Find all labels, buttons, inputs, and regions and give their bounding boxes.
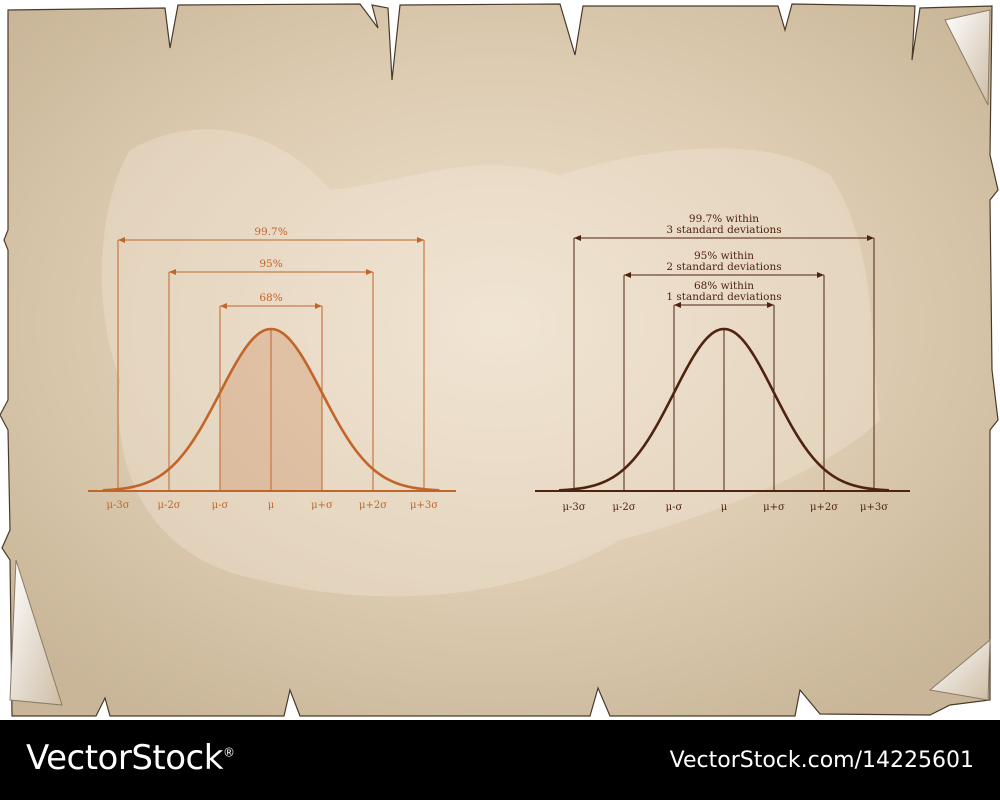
normal-distribution-chart-left: 68% 95% 99.7% μ-3σ μ-2σ μ-σ μ μ+σ μ+2σ μ+3σ <box>88 226 456 511</box>
range-label-line-1: 99.7% <box>254 226 287 238</box>
range-label-line-2: 3 standard deviations <box>666 224 781 236</box>
range-label-line-2: 1 standard deviations <box>666 291 781 303</box>
normal-curve <box>102 327 440 492</box>
range-label-line-1: 95% within <box>694 250 754 262</box>
range-label-1sd: 68% within 1 standard deviations <box>666 280 781 303</box>
x-tick-label: μ+σ <box>311 500 333 511</box>
x-tick-label: μ-2σ <box>157 500 180 511</box>
range-label-3sd: 99.7% <box>254 226 287 238</box>
range-arrowhead-right-2sd <box>366 269 373 275</box>
footer-bar: VectorStock® VectorStock.com/14225601 <box>0 720 1000 800</box>
range-label-3sd: 99.7% within 3 standard deviations <box>666 213 781 236</box>
x-tick-label: μ+2σ <box>359 500 387 511</box>
range-arrowhead-left-3sd <box>574 235 581 241</box>
x-tick-label: μ+3σ <box>410 500 438 511</box>
x-tick-label: μ-σ <box>666 502 683 513</box>
x-tick-label: μ+σ <box>763 502 785 513</box>
range-label-line-1: 68% <box>259 292 282 304</box>
range-label-2sd: 95% <box>259 258 282 270</box>
range-label-line-2: 2 standard deviations <box>666 261 781 273</box>
x-tick-label: μ <box>721 502 728 513</box>
x-tick-label: μ+2σ <box>810 502 838 513</box>
range-label-line-1: 99.7% within <box>689 213 759 225</box>
x-tick-label: μ-3σ <box>562 502 585 513</box>
range-arrowhead-left-1sd <box>220 303 227 309</box>
range-arrowhead-right-1sd <box>767 302 774 308</box>
range-arrowhead-left-3sd <box>118 237 125 243</box>
range-arrowhead-right-3sd <box>417 237 424 243</box>
range-arrowhead-right-2sd <box>817 272 824 278</box>
x-tick-label: μ-2σ <box>612 502 635 513</box>
range-label-2sd: 95% within 2 standard deviations <box>666 250 781 273</box>
x-tick-label: μ-3σ <box>106 500 129 511</box>
normal-curve <box>558 327 890 492</box>
paper-background <box>0 3 999 717</box>
normal-distribution-chart-right: 68% within 1 standard deviations 95% withi… <box>535 213 910 513</box>
registered-mark: ® <box>222 745 235 760</box>
range-label-line-1: 95% <box>259 258 282 270</box>
x-tick-label: μ <box>268 500 275 511</box>
image-reference: VectorStock.com/14225601 <box>669 748 974 773</box>
range-arrowhead-left-1sd <box>674 302 681 308</box>
range-label-1sd: 68% <box>259 292 282 304</box>
range-arrowhead-right-1sd <box>315 303 322 309</box>
x-tick-label: μ+3σ <box>860 502 888 513</box>
chart-canvas: 68% 95% 99.7% μ-3σ μ-2σ μ-σ μ μ+σ μ+2σ μ+3σ 68% w… <box>0 3 999 717</box>
range-label-line-1: 68% within <box>694 280 754 292</box>
vectorstock-logo: VectorStock® <box>26 738 235 778</box>
range-arrowhead-left-2sd <box>624 272 631 278</box>
range-arrowhead-left-2sd <box>169 269 176 275</box>
range-arrowhead-right-3sd <box>867 235 874 241</box>
brand-name: VectorStock <box>26 738 223 778</box>
x-tick-label: μ-σ <box>212 500 229 511</box>
